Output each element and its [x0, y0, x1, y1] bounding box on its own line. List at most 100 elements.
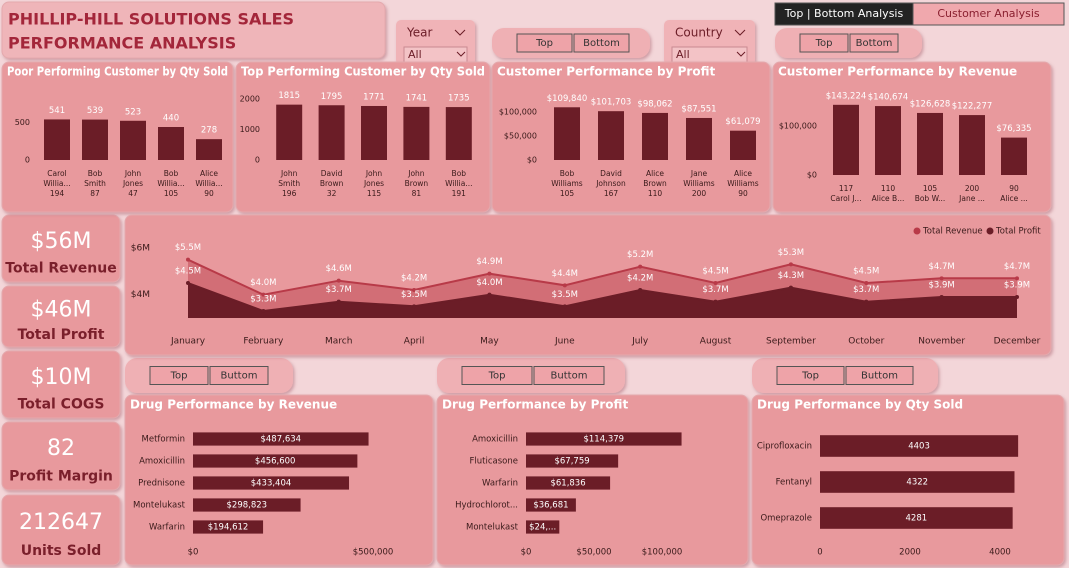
data-label: $61,836 [550, 479, 585, 489]
chart-title: Top Performing Customer by Qty Sold [241, 65, 485, 79]
x-tick-label: $100,000 [642, 548, 683, 558]
x-tick-label: 110 [648, 189, 663, 198]
toggle-label[interactable]: Buttom [551, 371, 588, 382]
bar [318, 105, 345, 160]
toggle-button[interactable] [533, 366, 605, 385]
x-tick-label: 32 [327, 189, 337, 198]
series-line [187, 258, 1017, 296]
toggle-label[interactable]: Top [535, 38, 553, 49]
bar [526, 454, 619, 468]
x-tick-label: 47 [128, 189, 138, 198]
data-point [864, 299, 869, 304]
x-tick-label: 81 [412, 189, 422, 198]
y-tick-label: Amoxicillin [472, 435, 518, 445]
x-tick-label: John [124, 169, 142, 178]
data-label: $4.3M [778, 271, 804, 281]
toggle-button[interactable] [149, 366, 209, 385]
kpi-card [1, 494, 121, 566]
nav-tab[interactable] [912, 2, 1065, 26]
x-tick-label: November [918, 337, 965, 347]
bar [526, 498, 576, 512]
slicer-value[interactable]: All [408, 48, 422, 61]
bar [526, 520, 560, 534]
bar [642, 112, 668, 160]
x-tick-label: March [325, 337, 352, 347]
toggle-label[interactable]: Top [801, 371, 819, 382]
series-line [187, 282, 1017, 313]
y-tick-label: Hydrochlorot... [455, 501, 518, 511]
data-label: $487,634 [260, 435, 301, 445]
data-label: $3.7M [702, 285, 728, 295]
x-tick-label: Johnson [595, 179, 626, 188]
toggle-button[interactable] [776, 366, 845, 385]
x-tick-label: 191 [452, 189, 467, 198]
data-point [261, 292, 266, 297]
toggle-button[interactable] [516, 33, 573, 53]
data-point [336, 278, 341, 283]
toggle-label[interactable]: Top [488, 371, 506, 382]
toggle-label[interactable]: Bottom [583, 38, 620, 49]
bar [193, 476, 350, 490]
legend-label: Total Profit [995, 227, 1041, 237]
bar [193, 432, 369, 446]
x-tick-label: Jane [690, 169, 708, 178]
data-label: $114,379 [583, 435, 624, 445]
toggle-label[interactable]: Top [170, 371, 188, 382]
chart-panel [491, 61, 771, 213]
data-label: 4281 [906, 514, 928, 524]
toggle-button[interactable] [799, 33, 849, 53]
bar [959, 115, 985, 175]
toggle-button[interactable] [209, 366, 269, 385]
nav-tab-label[interactable]: Customer Analysis [937, 7, 1040, 20]
data-label: $5.2M [627, 250, 653, 260]
x-tick-label: Williams [551, 179, 582, 188]
x-tick-label: 105 [923, 184, 938, 193]
toggle-label[interactable]: Buttom [221, 371, 258, 382]
bar [403, 106, 430, 160]
x-tick-label: David [600, 169, 622, 178]
bar [730, 130, 756, 160]
kpi-value: $10M [31, 365, 92, 390]
data-label: $5.3M [778, 248, 804, 258]
data-label: 541 [49, 106, 65, 116]
toggle-label[interactable]: Bottom [856, 38, 893, 49]
dropdown-arrow [736, 51, 746, 57]
y-tick-label: Warfarin [149, 523, 185, 533]
x-tick-label: September [766, 337, 816, 347]
x-tick-label: 115 [367, 189, 382, 198]
x-tick-label: Bob [452, 169, 467, 178]
x-tick-label: August [700, 337, 732, 347]
x-tick-label: $50,000 [576, 548, 611, 558]
toggle-label[interactable]: Top [815, 38, 833, 49]
data-label: $3.3M [250, 295, 276, 305]
slicer-value[interactable]: All [676, 48, 690, 61]
x-tick-label: Alice [200, 169, 218, 178]
slicer-label[interactable]: Country [675, 26, 723, 40]
toggle-button[interactable] [849, 33, 899, 53]
data-label: $4.9M [476, 257, 502, 267]
x-tick-label: Carol [47, 169, 66, 178]
y-tick-label: Montelukast [133, 501, 186, 511]
data-label: $140,674 [868, 93, 909, 103]
data-label: $3.5M [401, 290, 427, 300]
y-tick-label: Ciprofloxacin [757, 442, 812, 452]
y-tick-label: $100,000 [499, 108, 537, 117]
data-point [186, 281, 190, 285]
nav-tab-label[interactable]: Top | Bottom Analysis [784, 7, 904, 20]
data-point [1015, 295, 1019, 299]
toggle-button[interactable] [461, 366, 533, 385]
slicer-label[interactable]: Year [406, 26, 432, 40]
data-point [487, 271, 492, 276]
y-tick-label: Fluticasone [470, 457, 518, 467]
chart-title: Customer Performance by Profit [497, 65, 715, 79]
data-point [788, 285, 793, 290]
toggle-button[interactable] [845, 366, 914, 385]
x-tick-label: 4000 [989, 548, 1011, 558]
data-point [939, 295, 944, 299]
y-tick-label: 0 [25, 156, 30, 165]
y-tick-label: 500 [15, 118, 30, 127]
toggle-button[interactable] [573, 33, 630, 53]
toggle-label[interactable]: Buttom [861, 371, 898, 382]
x-tick-label: Willia... [195, 179, 222, 188]
y-tick-label: Fentanyl [776, 478, 812, 488]
